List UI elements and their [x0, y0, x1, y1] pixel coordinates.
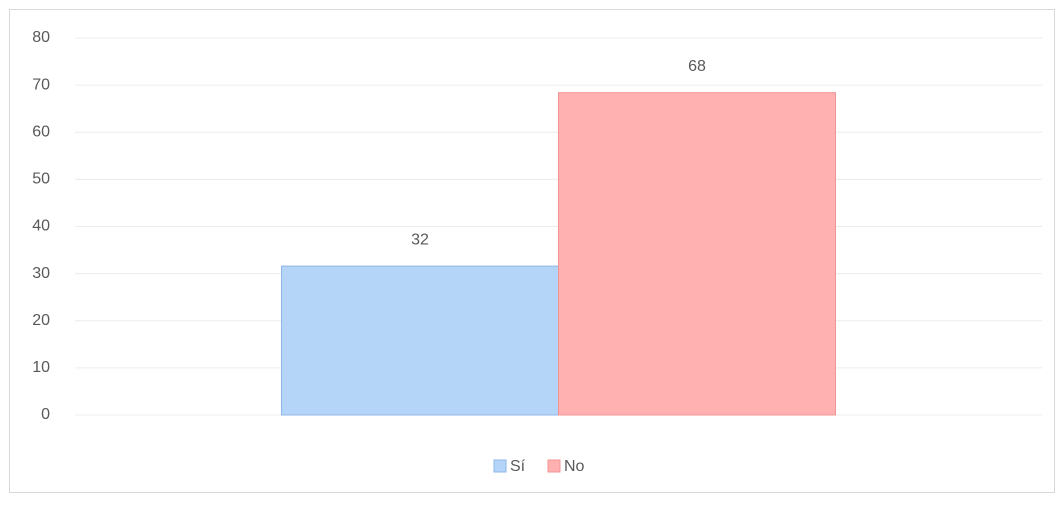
data-label: 32 [411, 231, 429, 248]
y-tick-label: 50 [32, 171, 50, 188]
y-tick-label: 20 [32, 312, 50, 329]
y-tick-label: 70 [32, 76, 50, 93]
legend-label: No [564, 458, 585, 475]
y-tick-label: 60 [32, 123, 50, 140]
y-tick-label: 0 [41, 406, 50, 423]
y-tick-label: 30 [32, 265, 50, 282]
legend-swatch [493, 459, 507, 473]
bar [281, 265, 559, 416]
legend-swatch [547, 459, 561, 473]
chart-border [9, 9, 1055, 493]
data-label: 68 [688, 58, 706, 75]
y-tick-label: 10 [32, 359, 50, 376]
y-tick-label: 40 [32, 218, 50, 235]
legend-label: Sí [510, 458, 526, 475]
y-tick-label: 80 [32, 29, 50, 46]
bar [558, 92, 836, 416]
